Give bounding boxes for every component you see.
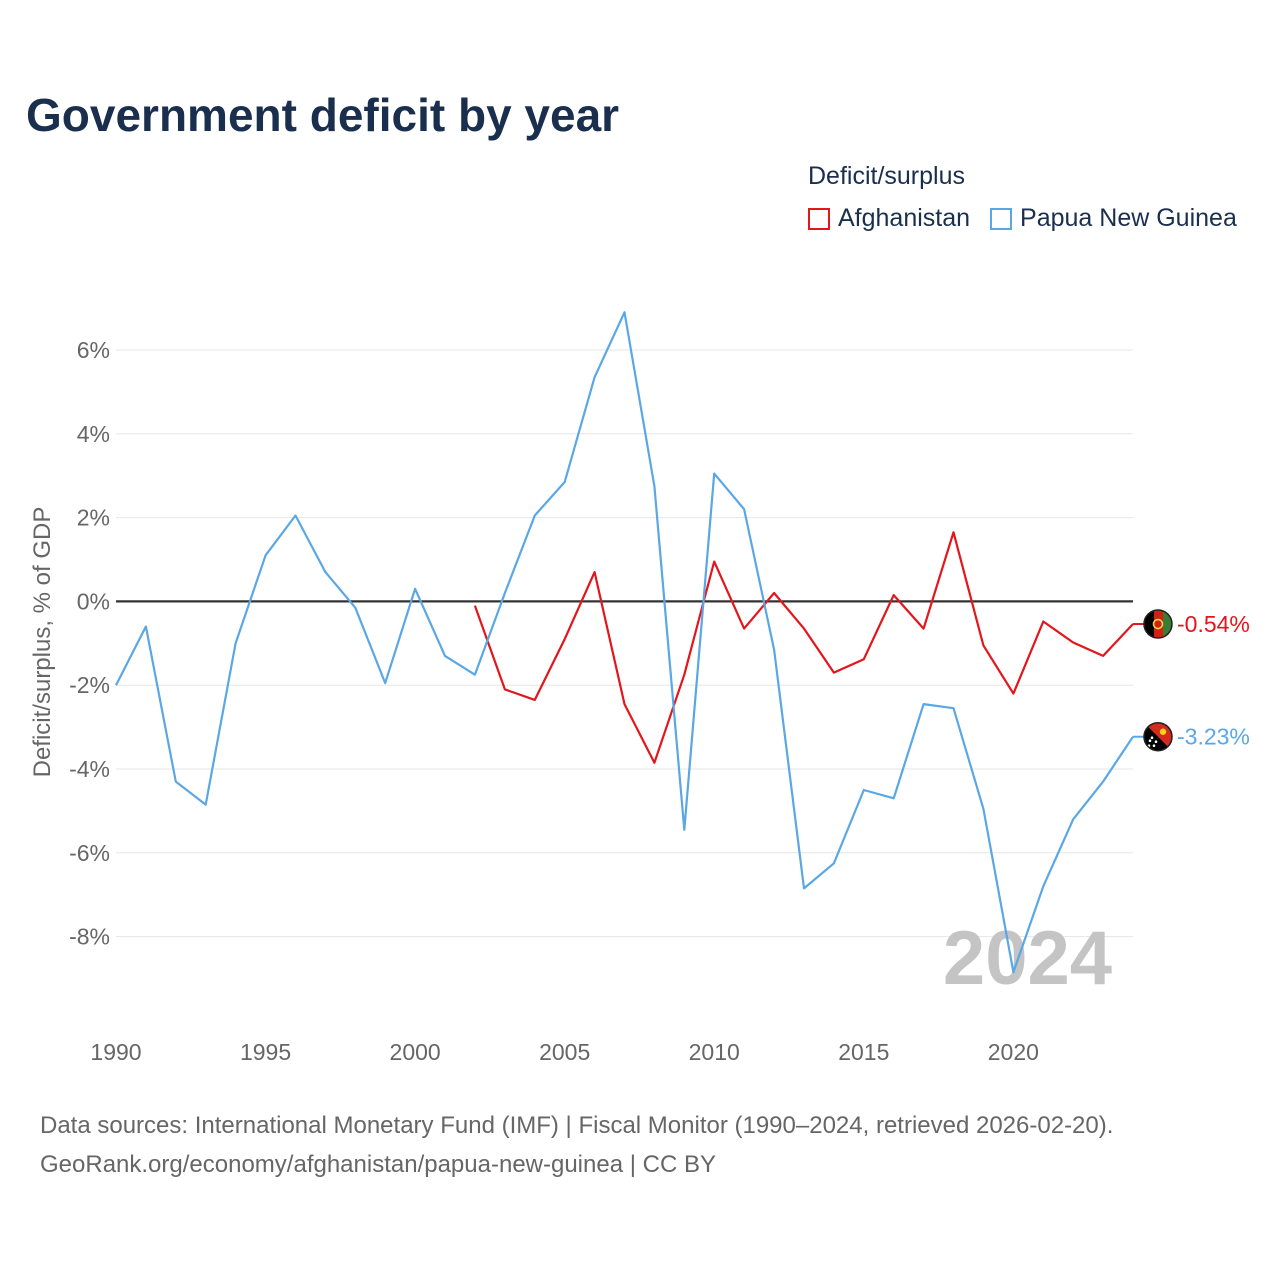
end-markers: -0.54% -3.23% bbox=[1133, 609, 1250, 752]
legend-swatch-afghanistan bbox=[808, 207, 830, 230]
series-line-papua-new-guinea[interactable] bbox=[115, 311, 1134, 974]
legend-item-papua-new-guinea[interactable]: Papua New Guinea bbox=[990, 204, 1237, 233]
legend-label-papua-new-guinea: Papua New Guinea bbox=[1020, 204, 1237, 232]
flag-icon-papua-new-guinea bbox=[1143, 721, 1173, 752]
x-tick-label: 2015 bbox=[838, 1039, 889, 1065]
end-label-afghanistan: -0.54% bbox=[1177, 611, 1250, 637]
gridlines bbox=[116, 349, 1133, 938]
data-sources-text: Data sources: International Monetary Fun… bbox=[40, 1112, 1114, 1139]
x-tick-label: 2000 bbox=[390, 1039, 441, 1065]
y-tick-label: 4% bbox=[77, 421, 110, 447]
y-tick-label: 6% bbox=[77, 337, 110, 363]
y-tick-label: -6% bbox=[69, 840, 110, 866]
x-tick-label: 1990 bbox=[90, 1039, 141, 1065]
series-lines bbox=[115, 311, 1134, 974]
x-tick-label: 2010 bbox=[689, 1039, 740, 1065]
line-chart: 6% 4% 2% 0% -2% -4% -6% -8% 1990 1995 2000 2005 201… bbox=[29, 311, 1250, 1065]
legend-item-afghanistan[interactable]: Afghanistan bbox=[808, 204, 970, 233]
y-tick-label: -4% bbox=[69, 756, 110, 782]
end-label-papua-new-guinea: -3.23% bbox=[1177, 724, 1250, 750]
x-tick-label: 2005 bbox=[539, 1039, 590, 1065]
footer: Data sources: International Monetary Fun… bbox=[40, 1106, 1113, 1184]
y-axis-label: Deficit/surplus, % of GDP bbox=[29, 507, 56, 778]
legend-label-afghanistan: Afghanistan bbox=[838, 204, 971, 232]
x-tick-label: 1995 bbox=[240, 1039, 291, 1065]
x-tick-labels: 1990 1995 2000 2005 2010 2015 2020 bbox=[90, 1039, 1039, 1065]
x-tick-label: 2020 bbox=[988, 1039, 1039, 1065]
y-tick-label: -8% bbox=[69, 924, 110, 950]
y-tick-labels: 6% 4% 2% 0% -2% -4% -6% -8% bbox=[69, 337, 110, 950]
series-line-afghanistan[interactable] bbox=[473, 531, 1134, 764]
legend-title: Deficit/surplus bbox=[808, 162, 965, 190]
flag-icon-afghanistan bbox=[1143, 609, 1173, 639]
legend: Afghanistan Papua New Guinea bbox=[808, 204, 1257, 233]
legend-swatch-papua-new-guinea bbox=[990, 207, 1013, 230]
y-tick-label: 0% bbox=[77, 588, 110, 614]
chart-title: Government deficit by year bbox=[26, 89, 620, 141]
y-tick-label: 2% bbox=[77, 505, 110, 531]
y-tick-label: -2% bbox=[69, 672, 110, 698]
source-link[interactable]: GeoRank.org/economy/afghanistan/papua-ne… bbox=[40, 1151, 716, 1178]
